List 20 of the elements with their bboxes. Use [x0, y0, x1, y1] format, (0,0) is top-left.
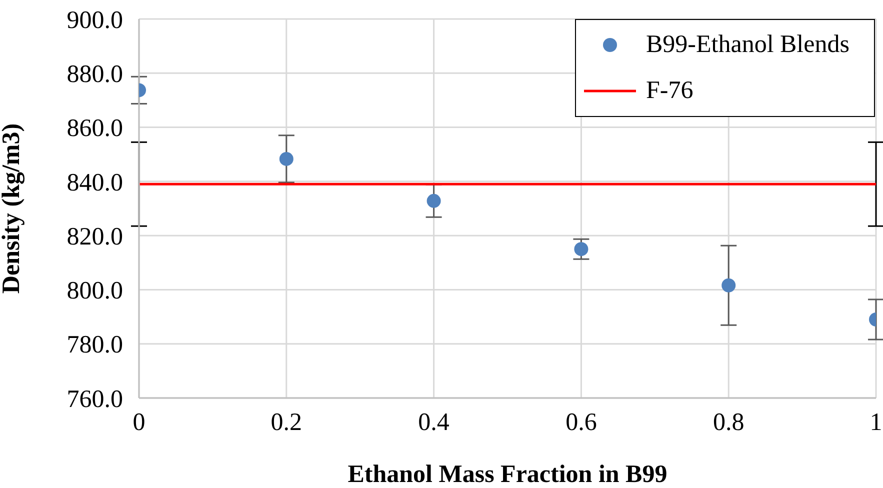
x-tick-label: 0.2 — [270, 408, 302, 436]
x-tick-label: 0.8 — [712, 408, 744, 436]
x-tick-label: 0 — [132, 408, 146, 436]
legend-label: B99-Ethanol Blends — [646, 31, 850, 59]
y-tick-label: 860.0 — [66, 115, 123, 142]
x-axis-title: Ethanol Mass Fraction in B99 — [348, 461, 668, 488]
y-tick-label: 780.0 — [66, 332, 123, 359]
x-tick-label: 0.4 — [418, 408, 450, 436]
legend-label: F-76 — [646, 77, 694, 105]
y-tick-label: 900.0 — [66, 6, 123, 34]
y-tick-label: 820.0 — [66, 223, 123, 250]
y-tick-label: 760.0 — [66, 386, 123, 413]
y-tick-label: 840.0 — [66, 169, 123, 196]
y-axis-title: Density (kg/m3) — [0, 123, 25, 294]
y-tick-label: 880.0 — [66, 61, 123, 88]
x-tick-label: 1 — [870, 408, 882, 436]
y-tick-label: 800.0 — [66, 278, 123, 305]
x-tick-label: 0.6 — [566, 408, 597, 436]
point — [426, 194, 441, 208]
point — [574, 242, 588, 256]
